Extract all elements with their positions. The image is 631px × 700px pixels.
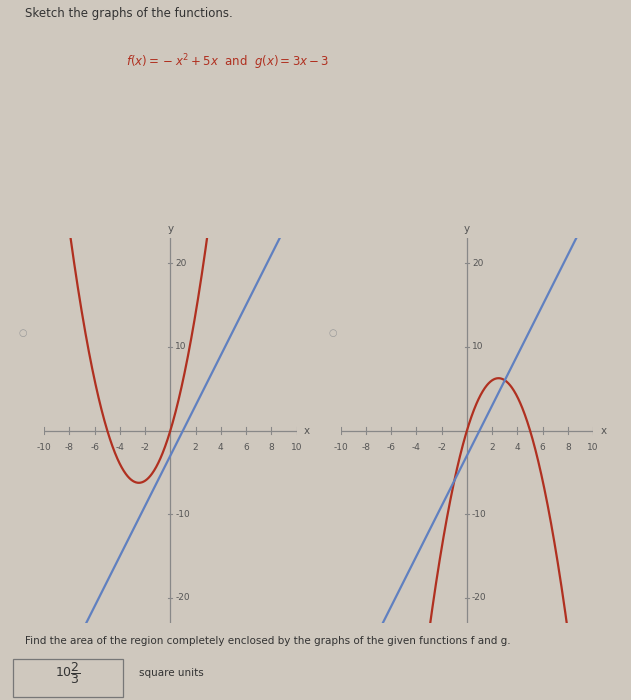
Text: 20: 20 <box>472 258 483 267</box>
Text: -8: -8 <box>65 443 74 452</box>
Text: ○: ○ <box>19 328 27 338</box>
Text: 10: 10 <box>291 443 302 452</box>
Text: 8: 8 <box>565 443 571 452</box>
Text: Sketch the graphs of the functions.: Sketch the graphs of the functions. <box>25 7 233 20</box>
FancyBboxPatch shape <box>13 659 123 696</box>
Text: -20: -20 <box>175 594 190 603</box>
Text: -10: -10 <box>175 510 190 519</box>
Text: -10: -10 <box>37 443 52 452</box>
Text: -4: -4 <box>115 443 124 452</box>
Text: -10: -10 <box>472 510 487 519</box>
Text: 6: 6 <box>540 443 546 452</box>
Text: 2: 2 <box>490 443 495 452</box>
Text: $f(x) = -x^2 + 5x$  and  $g(x) = 3x - 3$: $f(x) = -x^2 + 5x$ and $g(x) = 3x - 3$ <box>126 52 329 71</box>
Text: -8: -8 <box>362 443 370 452</box>
Text: $10\dfrac{2}{3}$: $10\dfrac{2}{3}$ <box>56 660 81 687</box>
Text: 10: 10 <box>175 342 187 351</box>
Text: 4: 4 <box>218 443 223 452</box>
Text: 10: 10 <box>472 342 483 351</box>
Text: x: x <box>304 426 310 435</box>
Text: 8: 8 <box>268 443 274 452</box>
Text: -10: -10 <box>333 443 348 452</box>
Text: 20: 20 <box>175 258 187 267</box>
Text: ○: ○ <box>328 328 336 338</box>
Text: x: x <box>65 689 71 699</box>
Text: -20: -20 <box>472 594 487 603</box>
Text: y: y <box>167 224 174 234</box>
Text: 10: 10 <box>587 443 599 452</box>
Text: 6: 6 <box>243 443 249 452</box>
Text: 2: 2 <box>193 443 198 452</box>
Text: -2: -2 <box>437 443 446 452</box>
Text: x: x <box>601 426 607 435</box>
Text: y: y <box>464 224 470 234</box>
Text: square units: square units <box>139 668 204 678</box>
Text: 4: 4 <box>515 443 520 452</box>
Text: Find the area of the region completely enclosed by the graphs of the given funct: Find the area of the region completely e… <box>25 636 511 645</box>
Text: -6: -6 <box>387 443 396 452</box>
Text: -2: -2 <box>141 443 150 452</box>
Text: -6: -6 <box>90 443 99 452</box>
Text: -4: -4 <box>412 443 421 452</box>
